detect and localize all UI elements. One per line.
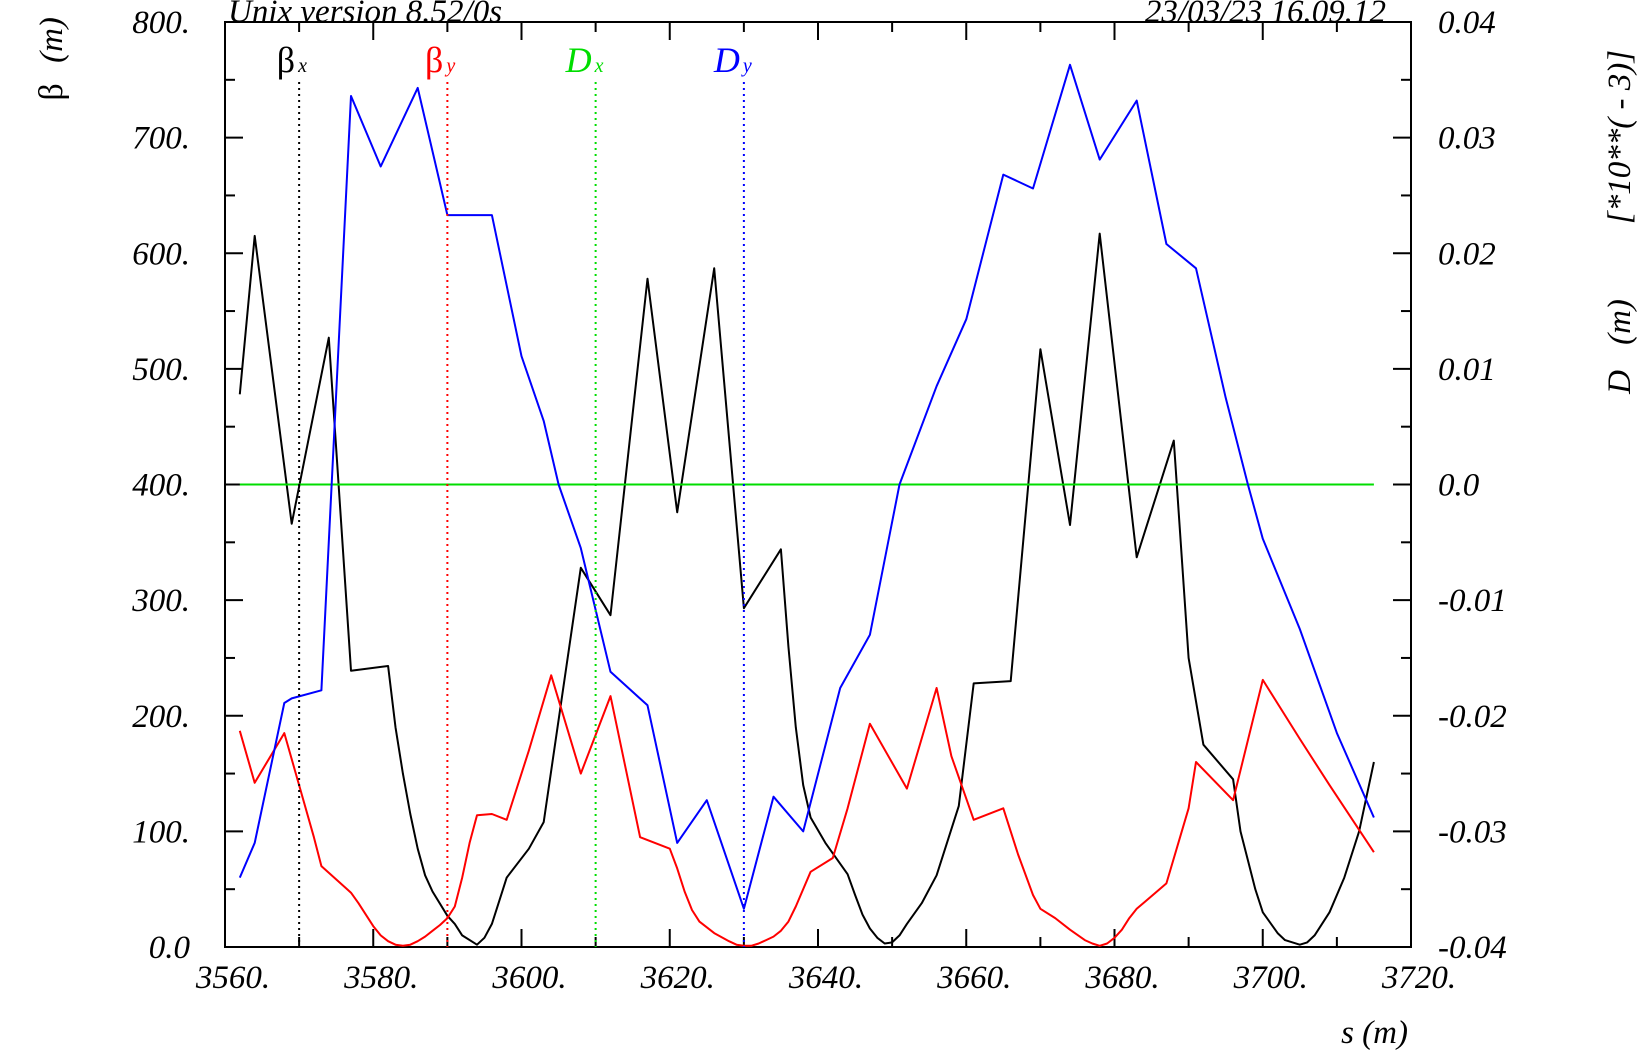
legend-label-D-x: D [565, 40, 592, 80]
axis-ticks [224, 21, 1412, 948]
y-left-tick-label: 700. [132, 121, 190, 157]
x-tick-label: 3560. [195, 960, 270, 996]
x-tick-label: 3580. [343, 960, 418, 996]
y-right-tick-label: 0.04 [1438, 5, 1496, 41]
legend-subscript-D-x: x [594, 55, 604, 77]
y-axis-right-unit: (m) [1602, 299, 1638, 345]
y-left-tick-label: 800. [132, 5, 190, 41]
y-right-tick-label: -0.02 [1438, 699, 1507, 735]
x-tick-label: 3600. [491, 960, 566, 996]
y-axis-right-name: D [1602, 370, 1638, 395]
x-tick-label: 3680. [1084, 960, 1159, 996]
series-line-D-y [238, 63, 1375, 910]
legend-label-D-y: D [713, 40, 740, 80]
legend-subscript-beta-y: y [444, 55, 455, 77]
y-axis-left-unit: (m) [34, 17, 70, 63]
y-left-tick-label: 0.0 [149, 930, 191, 966]
y-left-tick-label: 200. [132, 699, 190, 735]
y-left-tick-label: 100. [132, 814, 190, 850]
y-right-tick-label: -0.03 [1438, 814, 1507, 850]
y-right-tick-label: 0.0 [1438, 468, 1480, 504]
y-left-tick-label: 600. [132, 236, 190, 272]
header-timestamp-text: 23/03/23 16.09.12 [1145, 0, 1386, 30]
y-left-tick-label: 500. [132, 352, 190, 388]
axis-tick-labels: 3560. 3580. 3600. 3620. 3640. 3660. 3680. 3700.… [131, 5, 1507, 996]
y-right-tick-label: 0.01 [1438, 352, 1496, 388]
x-tick-label: 3700. [1233, 960, 1308, 996]
y-right-tick-label: -0.01 [1438, 583, 1507, 619]
x-tick-label: 3660. [936, 960, 1011, 996]
y-axis-left-symbol: β [33, 83, 70, 100]
y-axis-right-scale: [*10**( - 3)] [1602, 50, 1638, 224]
y-left-tick-label: 300. [131, 583, 190, 619]
x-axis-title: s (m) [1341, 1015, 1408, 1051]
header-version-text: Unix version 8.52/0s [228, 0, 502, 30]
data-series [238, 63, 1375, 947]
x-tick-label: 3720. [1381, 960, 1456, 996]
y-right-tick-label: 0.02 [1438, 236, 1496, 272]
y-axis-left-title: β (m) [33, 17, 70, 101]
y-right-tick-label: 0.03 [1438, 121, 1496, 157]
series-line-beta-x [238, 232, 1375, 946]
legend-label-beta-y: β [425, 40, 443, 80]
series-line-beta-y [238, 674, 1375, 947]
x-tick-label: 3620. [640, 960, 715, 996]
y-left-tick-label: 400. [132, 468, 190, 504]
legend-label-beta-x: β [277, 40, 295, 80]
x-tick-label: 3640. [788, 960, 863, 996]
y-right-tick-label: -0.04 [1438, 930, 1507, 966]
legend-subscript-beta-x: x [297, 55, 307, 77]
legend-subscript-D-y: y [741, 55, 752, 77]
y-axis-right-title: D (m) [*10**( - 3)] [1602, 50, 1638, 395]
